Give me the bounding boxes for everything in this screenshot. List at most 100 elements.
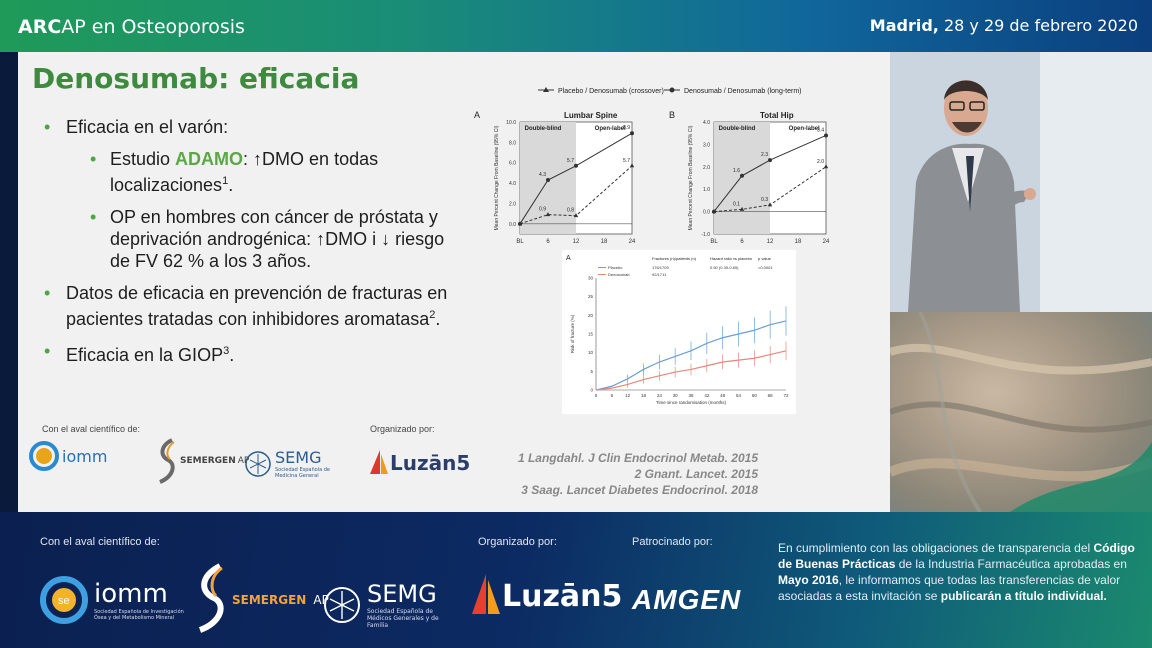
legend-label-longterm: Denosumab / Denosumab (long-term)	[684, 88, 802, 95]
footer-organizado-label: Organizado por:	[478, 536, 557, 548]
y-axis-label: Mean Percent Change From Baseline (95% C…	[688, 125, 694, 230]
disclaimer-bold: Código de Buenas Prácticas	[778, 541, 1135, 571]
bullet-end: .	[435, 309, 441, 329]
x-axis-label: Time since randomisation (months)	[656, 400, 727, 405]
reference-2: 2 Gnant. Lancet. 2015	[634, 467, 758, 481]
triangle-marker-icon	[543, 87, 549, 92]
x-tick-label: 72	[783, 393, 789, 398]
reference-1: 1 Langdahl. J Clin Endocrinol Metab. 201…	[517, 451, 758, 465]
data-point	[739, 206, 745, 211]
data-point	[630, 131, 634, 136]
footnote-marker: 1	[222, 175, 229, 187]
data-point	[768, 158, 772, 163]
x-tick-label: 24	[629, 239, 636, 245]
chart-title-lumbar: Lumbar Spine	[564, 111, 618, 120]
data-label: 4.3	[539, 172, 546, 178]
x-tick-label: 18	[601, 239, 608, 245]
semg-subtitle: Sociedad Española de Médicos Generales y…	[367, 608, 439, 629]
data-label: 8.9	[623, 125, 630, 131]
top-banner: ARCAP en Osteoporosis Madrid, 28 y 29 de…	[0, 0, 1152, 52]
x-tick-label: 18	[795, 239, 802, 245]
lumbar-spine-panel: Double-blind Open-label 0.0 2.0 4.0 6.0 8.0 10.…	[494, 120, 636, 245]
data-point	[517, 221, 523, 226]
data-point	[767, 202, 773, 207]
semg-subtitle: Sociedad Española de Medicina General	[275, 467, 330, 479]
semergen-ap-text: AP	[237, 456, 250, 466]
panel-label: A	[566, 255, 571, 262]
series-line	[519, 132, 633, 225]
semg-logo-icon	[245, 450, 271, 477]
x-tick-label: 30	[673, 393, 679, 398]
luzan-text: Luzān5	[390, 451, 471, 475]
x-tick-label: 48	[720, 393, 726, 398]
panel-label-b: B	[669, 110, 675, 120]
x-tick-label: 24	[657, 393, 663, 398]
bullet-end: .	[228, 175, 234, 195]
y-tick-label: 0.0	[703, 210, 710, 216]
x-tick-label: 6	[611, 393, 614, 398]
slide-title: Denosumab: eficacia	[32, 62, 360, 95]
bullet-list: Eficacia en el varón: Estudio ADAMO: ↑DM…	[42, 116, 462, 376]
y-tick-label: 15	[588, 332, 594, 337]
data-point	[574, 163, 578, 168]
reference-3: 3 Saag. Lancet Diabetes Endocrinol. 2018	[521, 483, 758, 497]
seiomm-subtitle: Sociedad Española de Investigación Ósea …	[94, 609, 184, 621]
seiomm-logo-small: iomm	[28, 440, 107, 472]
semergen-logo-icon	[198, 563, 224, 633]
semergen-text: SEMERGEN	[232, 592, 307, 607]
x-tick-label: 12	[573, 239, 580, 245]
region-label: Double-blind	[525, 126, 562, 132]
references: 1 Langdahl. J Clin Endocrinol Metab. 201…	[518, 450, 758, 498]
legend-label: Denosumab	[608, 272, 630, 277]
fracture-chart: A Fractures (n)/patients (n) Hazard ratio …	[562, 250, 796, 414]
table-cell: 176/1709	[652, 265, 669, 270]
data-label: 0.1	[733, 201, 740, 207]
data-label: 0.3	[761, 197, 768, 203]
y-tick-label: 3.0	[703, 142, 710, 148]
x-tick-label: 0	[595, 393, 598, 398]
y-tick-label: 5	[590, 369, 593, 374]
y-axis-label: Mean Percent Change From Baseline (95% C…	[494, 125, 500, 230]
table-cell: <0.0001	[758, 265, 773, 270]
y-tick-label: 8.0	[509, 140, 516, 146]
event-city: Madrid,	[869, 16, 939, 35]
seiomm-logo: se iomm Sociedad Española de Investigaci…	[38, 574, 184, 626]
chart-legend: Placebo / Denosumab (crossover) Denosuma…	[538, 87, 802, 95]
disclaimer-text: En cumplimiento con las obligaciones de …	[778, 541, 1094, 555]
speaker-video	[890, 52, 1152, 312]
x-tick-label: 36	[688, 393, 694, 398]
x-tick-label: 60	[752, 393, 758, 398]
bullet-item: Eficacia en la GIOP3.	[42, 340, 462, 366]
footnote-marker: 3	[223, 345, 230, 357]
data-point	[573, 213, 579, 218]
footer-patrocinado-label: Patrocinado por:	[632, 536, 713, 548]
bullet-item: Estudio ADAMO: ↑DMO en todas localizacio…	[88, 148, 462, 196]
region-label: Open-label	[789, 126, 820, 132]
x-tick-label: 12	[767, 239, 774, 245]
data-label: 2.3	[761, 152, 768, 158]
x-tick-label: 42	[704, 393, 710, 398]
series-line	[713, 166, 827, 213]
circle-marker-icon	[669, 87, 675, 93]
x-tick-label: 18	[641, 393, 647, 398]
seiomm-logo-icon	[29, 441, 59, 471]
luzan-logo-small: Luzān5	[368, 448, 470, 478]
data-label: 0.9	[539, 207, 546, 213]
x-tick-label: 12	[625, 393, 631, 398]
amgen-logo: AMGEN	[632, 584, 742, 615]
bullet-text: Eficacia en la GIOP	[66, 345, 224, 365]
semg-text: SEMG	[275, 448, 322, 467]
seiomm-text: iomm	[94, 579, 168, 609]
table-cell: 0.50 (0.39-0.65)	[710, 265, 739, 270]
double-blind-region	[714, 122, 770, 234]
total-hip-panel: Double-blind Open-label -1.0 0.0 1.0 2.0 3.0 4.…	[688, 120, 830, 245]
data-point	[824, 133, 828, 138]
y-tick-label: 25	[588, 294, 594, 299]
x-tick-label: 6	[546, 239, 550, 245]
bullet-text: Eficacia en el varón:	[66, 117, 229, 137]
semg-text: SEMG	[367, 580, 437, 608]
data-label: 3.4	[817, 127, 824, 133]
bullet-text: Datos de eficacia en prevención de fract…	[66, 283, 448, 329]
bullet-end: .	[229, 345, 235, 365]
fracture-chart-svg: A Fractures (n)/patients (n) Hazard ratio …	[566, 255, 789, 405]
